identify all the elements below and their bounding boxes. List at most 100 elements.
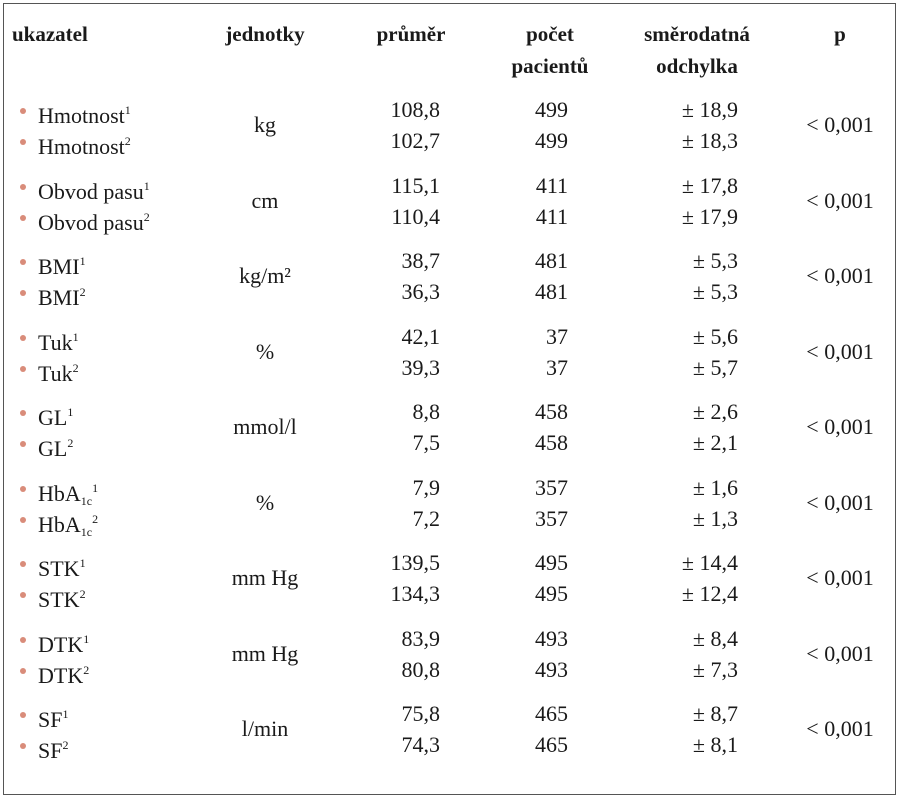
indicator-text: BMI: [38, 285, 80, 310]
superscript: 1: [79, 254, 86, 268]
indicator-text: Obvod pasu: [38, 178, 144, 204]
bullet: [20, 441, 26, 447]
header-cell: jednotky: [225, 22, 305, 46]
bullet: [20, 259, 26, 265]
indicator-name: Tuk2: [38, 353, 79, 389]
indicator-name: Hmotnost2: [38, 126, 131, 162]
subscript: 1c: [80, 493, 93, 508]
sd-cell: ± 1,6: [692, 474, 738, 500]
bullet: [20, 410, 26, 416]
header-cell: průměr: [376, 22, 446, 46]
superscript: 1: [83, 631, 90, 646]
indicator-text: GL: [38, 436, 68, 461]
sd-cell: ± 18,9: [681, 97, 738, 122]
superscript: 2: [79, 285, 86, 299]
bullet: [20, 139, 26, 145]
sd-cell: ± 8,7: [692, 701, 738, 726]
count-cell: 465: [535, 732, 568, 757]
unit-cell: kg/m²: [239, 263, 291, 288]
indicator-name: Tuk1: [38, 322, 79, 358]
p-value-cell: < 0,001: [806, 112, 874, 137]
sd-cell: ± 5,6: [692, 323, 738, 349]
bullet: [20, 214, 26, 221]
count-cell: 411: [535, 172, 568, 198]
bullet: [20, 108, 26, 114]
superscript: 1: [72, 329, 79, 344]
sd-cell: ± 18,3: [681, 128, 738, 153]
superscript: 2: [83, 662, 90, 677]
mean-cell: 36,3: [401, 279, 441, 304]
sd-cell: ± 8,4: [692, 625, 738, 651]
superscript: 1: [79, 556, 86, 570]
indicator-text: SF: [38, 707, 63, 732]
sd-cell: ± 5,7: [692, 354, 738, 380]
sd-cell: ± 14,4: [681, 550, 738, 575]
bullet: [20, 516, 26, 523]
sd-cell: ± 17,9: [681, 203, 738, 229]
unit-cell: kg: [254, 112, 276, 137]
p-value-cell: < 0,001: [806, 338, 874, 364]
mean-cell: 108,8: [390, 97, 441, 122]
superscript: 2: [124, 134, 131, 148]
superscript: 1: [62, 707, 69, 721]
unit-cell: cm: [251, 187, 279, 213]
mean-cell: 80,8: [401, 656, 441, 682]
indicator-name: HbA1c1: [38, 473, 98, 516]
p-value-cell: < 0,001: [806, 716, 874, 741]
bullet: [20, 667, 26, 674]
mean-cell: 38,7: [401, 248, 441, 273]
count-cell: 495: [535, 550, 568, 575]
mean-cell: 75,8: [401, 701, 441, 726]
sd-cell: ± 17,8: [681, 172, 738, 198]
mean-cell: 115,1: [391, 172, 440, 198]
indicator-text: Obvod pasu: [38, 209, 144, 235]
count-cell: 411: [535, 203, 568, 229]
indicator-name: Hmotnost1: [38, 95, 131, 131]
indicator-name: STK1: [38, 548, 86, 584]
indicator-text: STK: [38, 556, 80, 581]
indicator-text: Hmotnost: [38, 134, 125, 159]
indicator-text: BMI: [38, 254, 80, 279]
sd-cell: ± 5,3: [692, 248, 738, 273]
mean-cell: 7,9: [412, 474, 441, 500]
bullet: [20, 485, 26, 492]
count-cell: 357: [535, 474, 568, 500]
p-value-cell: < 0,001: [806, 489, 874, 515]
indicator-name: HbA1c2: [38, 504, 98, 547]
mean-cell: 134,3: [390, 581, 441, 606]
count-cell: 493: [535, 625, 568, 651]
bullet: [20, 290, 26, 296]
unit-cell: %: [255, 338, 275, 364]
count-cell: 37: [546, 323, 568, 349]
indicator-text: Tuk: [38, 329, 73, 355]
sd-cell: ± 2,1: [692, 430, 738, 455]
mean-cell: 8,8: [412, 399, 441, 424]
header-cell: počet: [526, 22, 574, 46]
sd-cell: ± 5,3: [692, 279, 738, 304]
mean-cell: 83,9: [401, 625, 441, 651]
sd-cell: ± 2,6: [692, 399, 738, 424]
superscript: 2: [72, 360, 79, 375]
sd-cell: ± 1,3: [692, 505, 738, 531]
indicator-name: Obvod pasu2: [38, 202, 150, 238]
p-value-cell: < 0,001: [806, 263, 874, 288]
superscript: 1: [92, 480, 99, 495]
p-value-cell: < 0,001: [806, 640, 874, 666]
indicator-name: GL2: [38, 428, 73, 464]
bullet: [20, 592, 26, 598]
indicator-name: DTK2: [38, 655, 89, 691]
indicator-name: BMI1: [38, 246, 86, 282]
indicator-text: Hmotnost: [38, 103, 125, 128]
bullet: [20, 636, 26, 643]
p-value-cell: < 0,001: [806, 565, 874, 590]
mean-cell: 139,5: [390, 550, 441, 575]
superscript: 2: [67, 436, 74, 450]
superscript: 2: [79, 587, 86, 601]
indicator-text: STK: [38, 587, 80, 612]
header-cell: odchylka: [656, 54, 738, 78]
sd-cell: ± 12,4: [681, 581, 738, 606]
count-cell: 37: [546, 354, 568, 380]
unit-cell: l/min: [241, 716, 289, 741]
bullet: [20, 183, 26, 190]
